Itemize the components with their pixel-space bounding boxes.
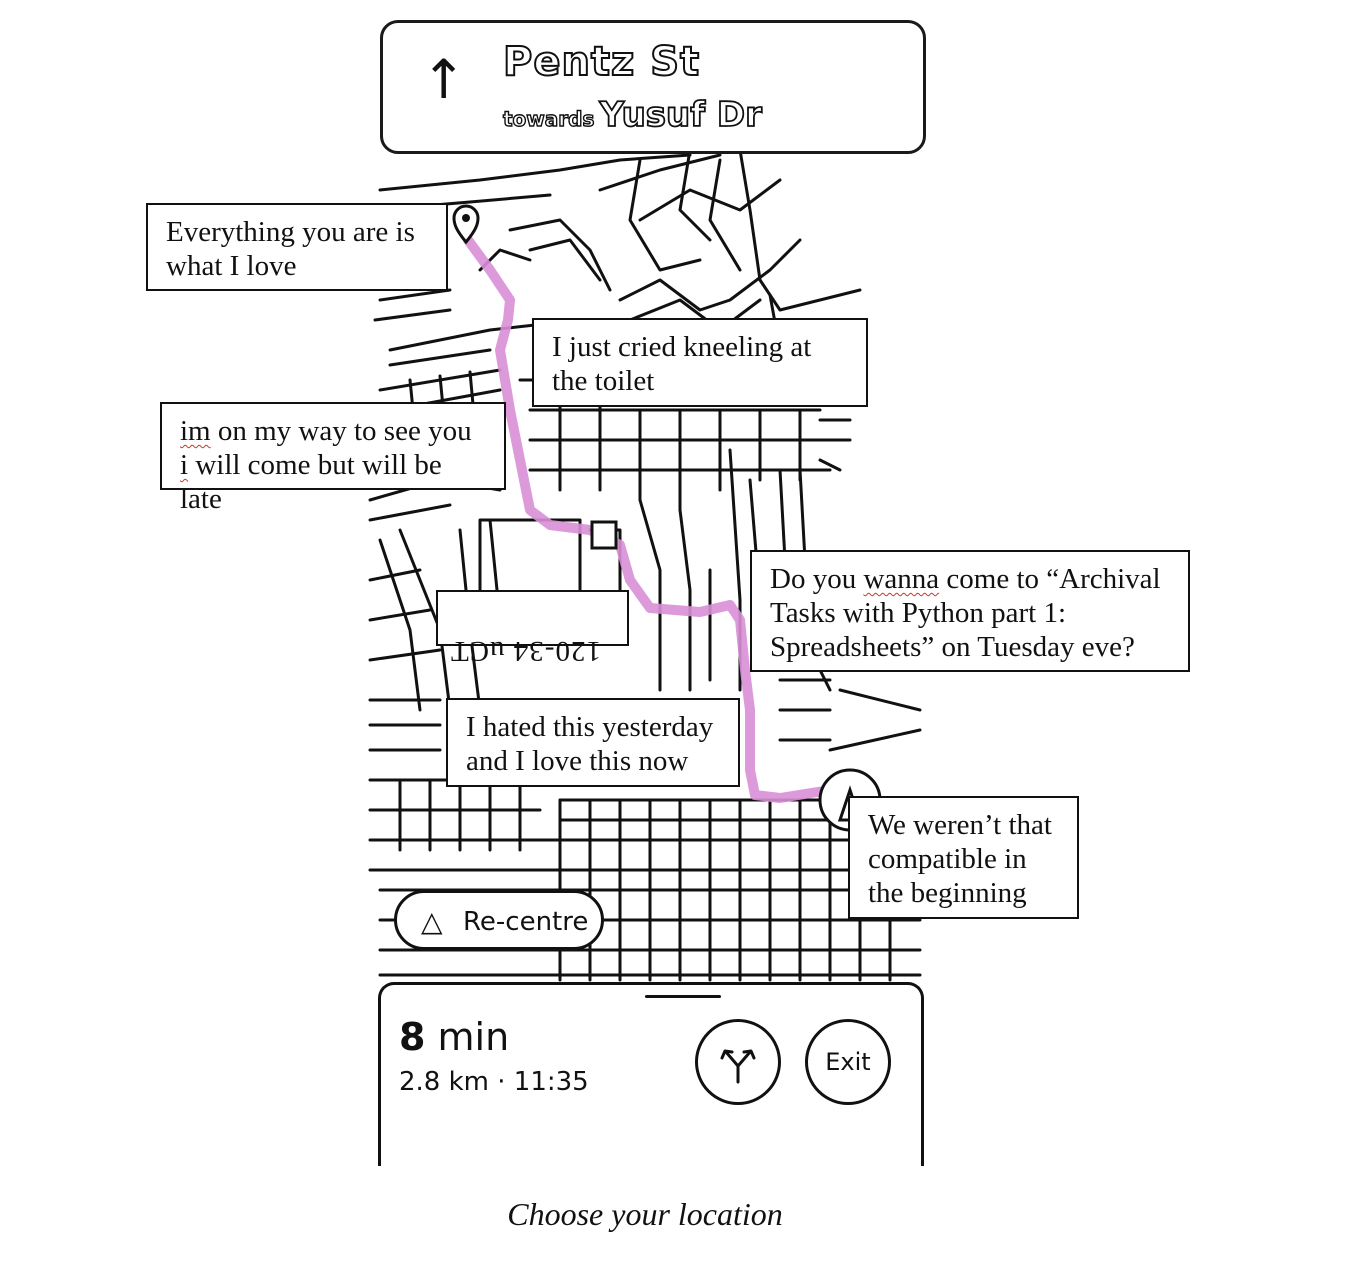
recenter-button[interactable]: △ Re-centre bbox=[394, 890, 604, 950]
message-box: Everything you are is what I love bbox=[146, 203, 448, 291]
message-word: wanna bbox=[863, 563, 940, 595]
message-word: im bbox=[180, 415, 211, 447]
message-box: Do you wanna come to “Archival Tasks wit… bbox=[750, 550, 1190, 672]
message-box: I just cried kneeling at the toilet bbox=[532, 318, 868, 407]
towards-word: towards bbox=[502, 106, 595, 131]
alternate-routes-button[interactable] bbox=[695, 1019, 781, 1105]
eta-number: 8 bbox=[399, 1015, 426, 1059]
message-box: We weren’t that compatible in the beginn… bbox=[848, 796, 1079, 919]
exit-button[interactable]: Exit bbox=[805, 1019, 891, 1105]
eta-time: 8 min bbox=[399, 1015, 509, 1059]
message-text: come to “Archival Tasks with Python part… bbox=[770, 563, 1161, 663]
fork-arrows-icon bbox=[720, 1049, 756, 1084]
arrow-up-icon: ↑ bbox=[421, 48, 467, 111]
exit-label: Exit bbox=[825, 1048, 871, 1076]
message-word: i bbox=[180, 449, 189, 481]
map-pin-icon bbox=[452, 204, 480, 245]
eta-unit: min bbox=[425, 1015, 510, 1059]
towards-line: towards Yusuf Dr bbox=[502, 94, 763, 136]
trip-summary-sheet: 8 min 2.8 km · 11:35 Exit bbox=[378, 982, 924, 1166]
towards-street: Yusuf Dr bbox=[599, 94, 763, 136]
recenter-label: Re-centre bbox=[463, 907, 589, 937]
message-box: im on my way to see you i will come but … bbox=[160, 402, 506, 515]
caption: Choose your location bbox=[507, 1196, 783, 1232]
sheet-handle[interactable] bbox=[645, 995, 721, 998]
mirrored-label: 120-34 uCT bbox=[450, 635, 601, 667]
mirrored-label-box: 120-34 uCT bbox=[436, 590, 629, 667]
message-text: Do you bbox=[770, 563, 864, 595]
navigation-triangle-icon: △ bbox=[421, 905, 443, 938]
message-text: will come but will be late bbox=[180, 449, 442, 515]
message-box: I hated this yesterday and I love this n… bbox=[446, 698, 740, 787]
trip-details: 2.8 km · 11:35 bbox=[399, 1067, 589, 1097]
street-name: Pentz St bbox=[502, 38, 701, 86]
route-line bbox=[463, 235, 855, 803]
message-text: on my way to see you bbox=[210, 415, 472, 447]
direction-card: ↑ Pentz St towards Yusuf Dr bbox=[380, 20, 926, 154]
